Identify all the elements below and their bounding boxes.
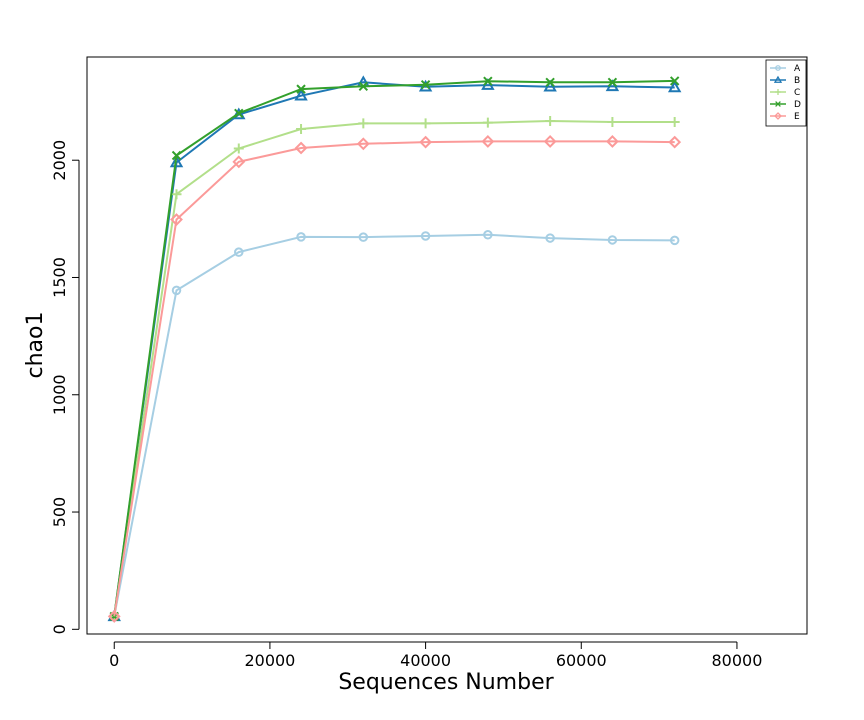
legend-item: C — [770, 88, 800, 98]
series-line — [113, 79, 675, 617]
data-point-plus — [545, 116, 556, 127]
data-point-circle — [775, 65, 781, 71]
series-e — [107, 135, 682, 623]
data-point-x — [607, 77, 618, 88]
y-tick-label: 2000 — [50, 140, 69, 181]
data-point-circle — [296, 232, 306, 242]
data-point-x — [234, 108, 244, 119]
data-point-triangle — [667, 80, 682, 93]
legend-item: A — [770, 64, 801, 74]
series-layer — [107, 75, 682, 623]
plot-frame — [86, 56, 808, 635]
data-point-diamond — [605, 135, 619, 148]
y-tick-label: 500 — [50, 497, 69, 528]
series-line — [113, 119, 675, 617]
x-axis-title: Sequences Number — [338, 670, 554, 695]
series-d — [109, 76, 680, 622]
y-tick-label: 0 — [50, 624, 69, 634]
data-point-triangle — [169, 155, 184, 168]
data-point-x — [171, 150, 182, 161]
y-tick-label: 1000 — [50, 374, 69, 415]
data-point-plus — [358, 118, 369, 129]
legend-label: E — [794, 112, 800, 122]
data-point-circle — [234, 247, 244, 257]
data-point-diamond — [543, 135, 557, 148]
data-point-circle — [669, 235, 680, 246]
data-point-plus — [296, 124, 307, 135]
data-point-x — [420, 79, 431, 90]
data-point-plus — [669, 116, 680, 127]
data-point-diamond — [481, 135, 495, 148]
data-point-circle — [483, 230, 493, 240]
legend-label: D — [794, 100, 801, 110]
legend-label: C — [794, 88, 800, 98]
data-point-diamond — [170, 213, 183, 226]
data-point-diamond — [356, 137, 370, 151]
data-point-diamond — [419, 135, 433, 149]
data-point-circle — [358, 232, 369, 242]
data-point-circle — [545, 233, 555, 243]
data-point-circle — [607, 235, 618, 245]
data-point-circle — [171, 285, 182, 296]
legend-item: E — [770, 112, 800, 122]
data-point-x — [483, 76, 493, 86]
x-tick-label: 0 — [109, 651, 119, 670]
data-point-triangle — [294, 88, 308, 101]
series-line — [113, 140, 675, 617]
data-point-diamond — [774, 112, 782, 120]
x-tick-label: 60000 — [556, 651, 607, 670]
x-tick-label: 80000 — [711, 651, 762, 670]
data-point-plus — [233, 143, 244, 154]
x-tick-label: 40000 — [400, 651, 451, 670]
data-point-plus — [607, 116, 618, 127]
data-point-x — [545, 77, 555, 88]
data-point-plus — [775, 89, 781, 95]
data-point-x — [669, 76, 680, 86]
legend-box — [765, 59, 807, 127]
data-point-triangle — [773, 75, 783, 83]
data-point-x — [358, 81, 369, 92]
data-point-plus — [171, 189, 182, 200]
legend-item: B — [770, 75, 800, 86]
x-tick-label: 20000 — [244, 651, 295, 670]
y-axis-title: chao1 — [23, 312, 48, 379]
y-tick-label: 1500 — [50, 257, 69, 298]
data-point-plus — [482, 117, 493, 128]
data-point-x — [296, 84, 306, 94]
data-point-diamond — [107, 609, 121, 623]
data-point-diamond — [668, 135, 682, 149]
series-line — [113, 233, 675, 617]
data-point-diamond — [294, 141, 308, 155]
data-point-circle — [420, 231, 431, 241]
legend-label: A — [794, 64, 801, 74]
data-point-x — [775, 101, 781, 107]
data-point-diamond — [232, 155, 246, 169]
legend-item: D — [770, 100, 801, 110]
legend-label: B — [794, 76, 800, 86]
series-c — [109, 116, 680, 622]
data-point-plus — [420, 118, 431, 129]
axes-layer: 0 20000 40000 60000 80000 0 500 1000 1500 2000 — [50, 140, 762, 670]
